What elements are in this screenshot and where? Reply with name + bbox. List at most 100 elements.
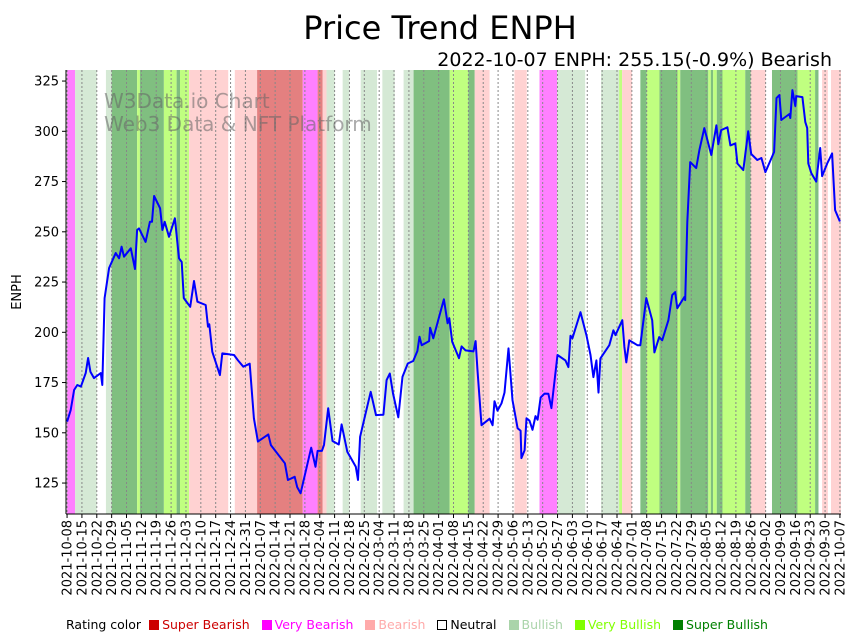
x-tick-label: 2021-11-26	[165, 520, 180, 596]
legend-item-very-bullish: Very Bullish	[567, 617, 661, 632]
legend-item-bullish: Bullish	[501, 617, 563, 632]
y-tick-label: 250	[34, 225, 59, 240]
band-super-bullish	[745, 70, 751, 514]
legend: Rating color Super Bearish Very Bearish Be…	[66, 617, 772, 632]
band-very-bullish	[646, 70, 660, 514]
legend-item-very-bearish: Very Bearish	[254, 617, 353, 632]
band-bearish	[514, 70, 527, 514]
x-tick-label: 2022-07-15	[655, 520, 670, 596]
y-tick-label: 150	[34, 426, 59, 441]
legend-item-bearish: Bearish	[357, 617, 425, 632]
band-very-bullish	[722, 70, 746, 514]
watermark-line-2: Web3 Data & NFT Platform	[104, 112, 372, 136]
band-bullish	[601, 70, 620, 514]
band-super-bullish	[413, 70, 450, 514]
band-bearish	[750, 70, 766, 514]
y-axis: 125 150 175 200 225 250 275 300 325	[34, 75, 66, 492]
legend-label: Bullish	[521, 617, 563, 632]
legend-item-super-bearish: Super Bearish	[141, 617, 250, 632]
band-super-bullish	[111, 70, 138, 514]
band-bullish	[105, 70, 112, 514]
legend-label: Neutral	[450, 617, 497, 632]
y-tick-label: 300	[34, 125, 59, 140]
x-tick-label: 2022-04-08	[447, 520, 462, 596]
x-tick-label: 2022-04-15	[462, 520, 477, 596]
x-tick-label: 2022-07-22	[670, 520, 685, 596]
x-tick-label: 2022-03-11	[388, 520, 403, 596]
x-tick-label: 2022-04-29	[492, 520, 507, 596]
legend-label: Bearish	[378, 617, 426, 632]
x-tick-label: 2021-11-12	[135, 520, 150, 596]
band-super-bullish	[815, 70, 819, 514]
band-super-bullish	[640, 70, 647, 514]
x-tick-label: 2022-09-30	[819, 520, 834, 596]
band-bullish	[326, 70, 335, 514]
x-tick-label: 2022-08-19	[729, 520, 744, 596]
x-tick-label: 2022-01-21	[284, 520, 299, 596]
chart-title: Price Trend ENPH	[303, 9, 577, 47]
x-tick-label: 2022-07-29	[685, 520, 700, 596]
band-bullish	[360, 70, 378, 514]
x-tick-label: 2022-06-10	[581, 520, 596, 596]
band-very-bearish	[302, 70, 318, 514]
y-tick-label: 200	[34, 326, 59, 341]
band-very-bullish	[619, 70, 623, 514]
x-tick-label: 2022-04-22	[477, 520, 492, 596]
x-tick-label: 2021-12-17	[209, 520, 224, 596]
x-tick-label: 2022-07-08	[640, 520, 655, 596]
x-tick-label: 2021-10-22	[90, 520, 105, 596]
x-tick-label: 2022-02-11	[328, 520, 343, 596]
band-super-bullish	[176, 70, 181, 514]
x-tick-label: 2022-09-02	[759, 520, 774, 596]
x-tick-label: 2022-08-12	[715, 520, 730, 596]
x-tick-label: 2022-01-28	[298, 520, 313, 596]
y-tick-label: 225	[34, 276, 59, 291]
x-tick-label: 2022-04-01	[432, 520, 447, 596]
band-very-bullish	[797, 70, 816, 514]
x-tick-label: 2022-06-03	[566, 520, 581, 596]
x-tick-label: 2021-10-08	[61, 520, 76, 596]
band-bearish	[622, 70, 632, 514]
x-tick-label: 2022-03-18	[402, 520, 417, 596]
x-tick-label: 2022-06-24	[610, 520, 625, 596]
legend-item-neutral: Neutral	[429, 617, 497, 632]
legend-label: Very Bullish	[587, 617, 662, 632]
y-tick-label: 175	[34, 376, 59, 391]
x-tick-label: 2022-07-01	[625, 520, 640, 596]
band-super-bullish	[659, 70, 678, 514]
band-bearish	[831, 70, 841, 514]
x-tick-label: 2022-09-09	[774, 520, 789, 596]
x-tick-label: 2022-05-13	[521, 520, 536, 596]
legend-swatch	[673, 619, 684, 630]
x-tick-label: 2022-09-16	[789, 520, 804, 596]
band-bullish	[75, 70, 97, 514]
y-tick-label: 325	[34, 75, 59, 90]
price-line	[66, 89, 841, 495]
band-very-bullish	[180, 70, 190, 514]
band-bullish	[557, 70, 586, 514]
x-tick-label: 2021-12-24	[224, 520, 239, 596]
legend-item-super-bullish: Super Bullish	[665, 617, 768, 632]
x-axis: 2021-10-08 2021-10-15 2021-10-22 2021-10-29…	[61, 514, 848, 596]
legend-swatch	[437, 619, 448, 630]
x-tick-label: 2022-02-04	[313, 520, 328, 596]
legend-swatch	[149, 619, 160, 630]
x-tick-label: 2022-10-07	[833, 520, 848, 596]
x-tick-label: 2022-09-23	[804, 520, 819, 596]
x-tick-label: 2021-10-15	[75, 520, 90, 596]
band-super-bullish	[468, 70, 475, 514]
band-super-bullish	[139, 70, 164, 514]
x-tick-label: 2022-02-25	[358, 520, 373, 596]
rating-bands	[67, 70, 841, 514]
legend-title: Rating color	[66, 617, 142, 632]
x-tick-label: 2022-08-26	[744, 520, 759, 596]
x-tick-label: 2021-12-31	[239, 520, 254, 596]
x-tick-label: 2022-03-04	[373, 520, 388, 596]
x-tick-label: 2022-01-14	[269, 520, 284, 596]
band-very-bullish	[677, 70, 681, 514]
legend-label: Super Bullish	[686, 617, 768, 632]
x-tick-label: 2021-11-19	[150, 520, 165, 596]
legend-swatch	[261, 619, 272, 630]
band-very-bullish	[163, 70, 177, 514]
x-tick-label: 2022-08-05	[700, 520, 715, 596]
